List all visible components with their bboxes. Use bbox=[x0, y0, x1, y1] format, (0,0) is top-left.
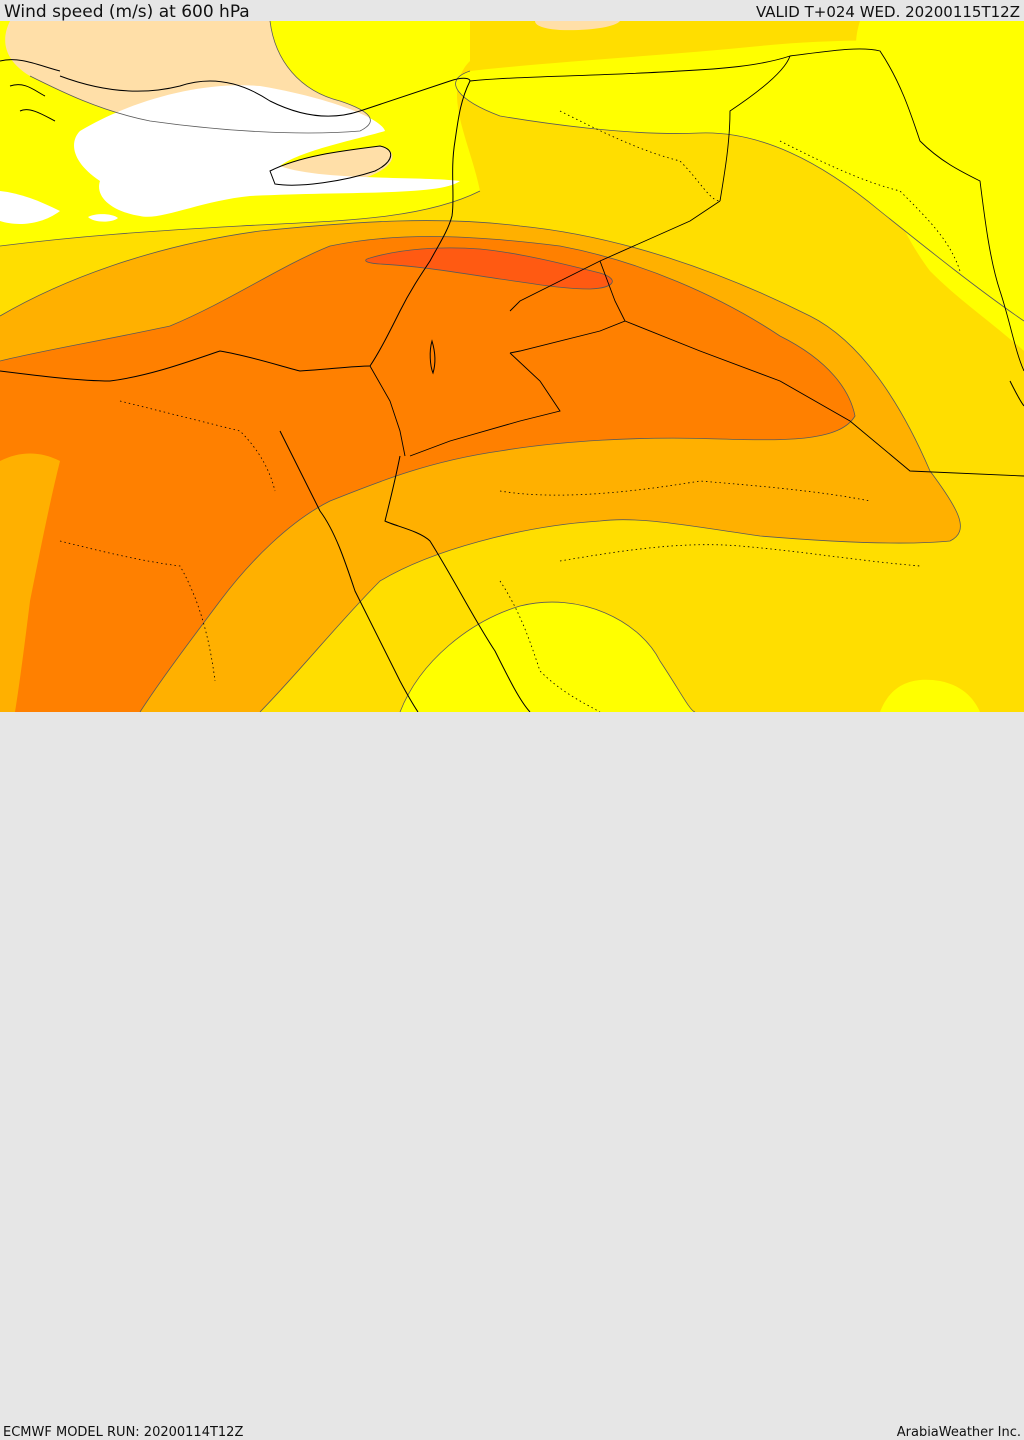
model-run-label: ECMWF MODEL RUN: 20200114T12Z bbox=[3, 1425, 244, 1440]
red-sea-west-coast bbox=[279, 430, 419, 712]
egypt-israel-border bbox=[369, 365, 406, 457]
wind-band-moderate-south bbox=[400, 602, 695, 712]
wind-band-calm-west bbox=[0, 191, 60, 224]
iraq-kuwait-border bbox=[624, 320, 1024, 477]
valid-time-label: VALID T+024 WED. 20200115T12Z bbox=[755, 3, 1020, 21]
red-sea-east-coast bbox=[384, 455, 531, 712]
national-borders bbox=[369, 48, 1024, 477]
province-border-1 bbox=[499, 480, 871, 502]
gulf-coastline bbox=[1009, 380, 1024, 407]
cyprus-outline bbox=[269, 145, 392, 186]
wind-band-moderate-southeast bbox=[880, 679, 980, 712]
syria-iraq-north-border bbox=[719, 55, 791, 202]
wind-band-peak bbox=[365, 247, 613, 289]
wind-band-light-north-edge bbox=[535, 21, 620, 31]
iraq-saudi-border bbox=[509, 260, 626, 354]
footer-bar: ECMWF MODEL RUN: 20200114T12Z ArabiaWeat… bbox=[0, 712, 1024, 1440]
aegean-islands bbox=[0, 59, 61, 122]
wind-band-calm bbox=[74, 85, 461, 217]
wind-band-moderate-northeast bbox=[855, 21, 1024, 351]
contour-light-anatolia bbox=[29, 21, 371, 134]
province-border-2 bbox=[559, 544, 921, 567]
map-title: Wind speed (m/s) at 600 hPa bbox=[4, 2, 250, 22]
iraq-iran-border bbox=[789, 48, 1024, 372]
anatolia-coastline bbox=[59, 75, 471, 117]
contour-moderate-west bbox=[0, 190, 481, 247]
jordan-saudi-border bbox=[409, 352, 561, 457]
contour-moderate-north bbox=[455, 70, 1024, 322]
province-border-7 bbox=[59, 540, 216, 682]
contour-strong-outer bbox=[0, 220, 961, 712]
wind-band-very-strong bbox=[0, 236, 855, 712]
wind-contours bbox=[0, 21, 1024, 712]
turkey-syria-border bbox=[469, 55, 791, 82]
coastlines bbox=[0, 59, 1024, 712]
province-borders bbox=[59, 110, 961, 712]
wind-band-moderate-north bbox=[0, 21, 1024, 321]
wind-speed-map bbox=[0, 21, 1024, 712]
contour-peak-outer bbox=[365, 247, 613, 290]
wind-band-calm-spot bbox=[88, 214, 118, 222]
header-bar: Wind speed (m/s) at 600 hPa VALID T+024 … bbox=[0, 0, 1024, 22]
egypt-coastline bbox=[0, 350, 371, 382]
contour-very-strong-outer bbox=[0, 236, 856, 712]
wind-band-strong-west-pocket bbox=[0, 453, 60, 712]
province-border-3 bbox=[119, 400, 276, 492]
levant-coastline bbox=[369, 80, 471, 367]
credit-label: ArabiaWeather Inc. bbox=[896, 1425, 1021, 1440]
dead-sea bbox=[429, 339, 436, 375]
contour-moderate-south bbox=[399, 601, 696, 712]
